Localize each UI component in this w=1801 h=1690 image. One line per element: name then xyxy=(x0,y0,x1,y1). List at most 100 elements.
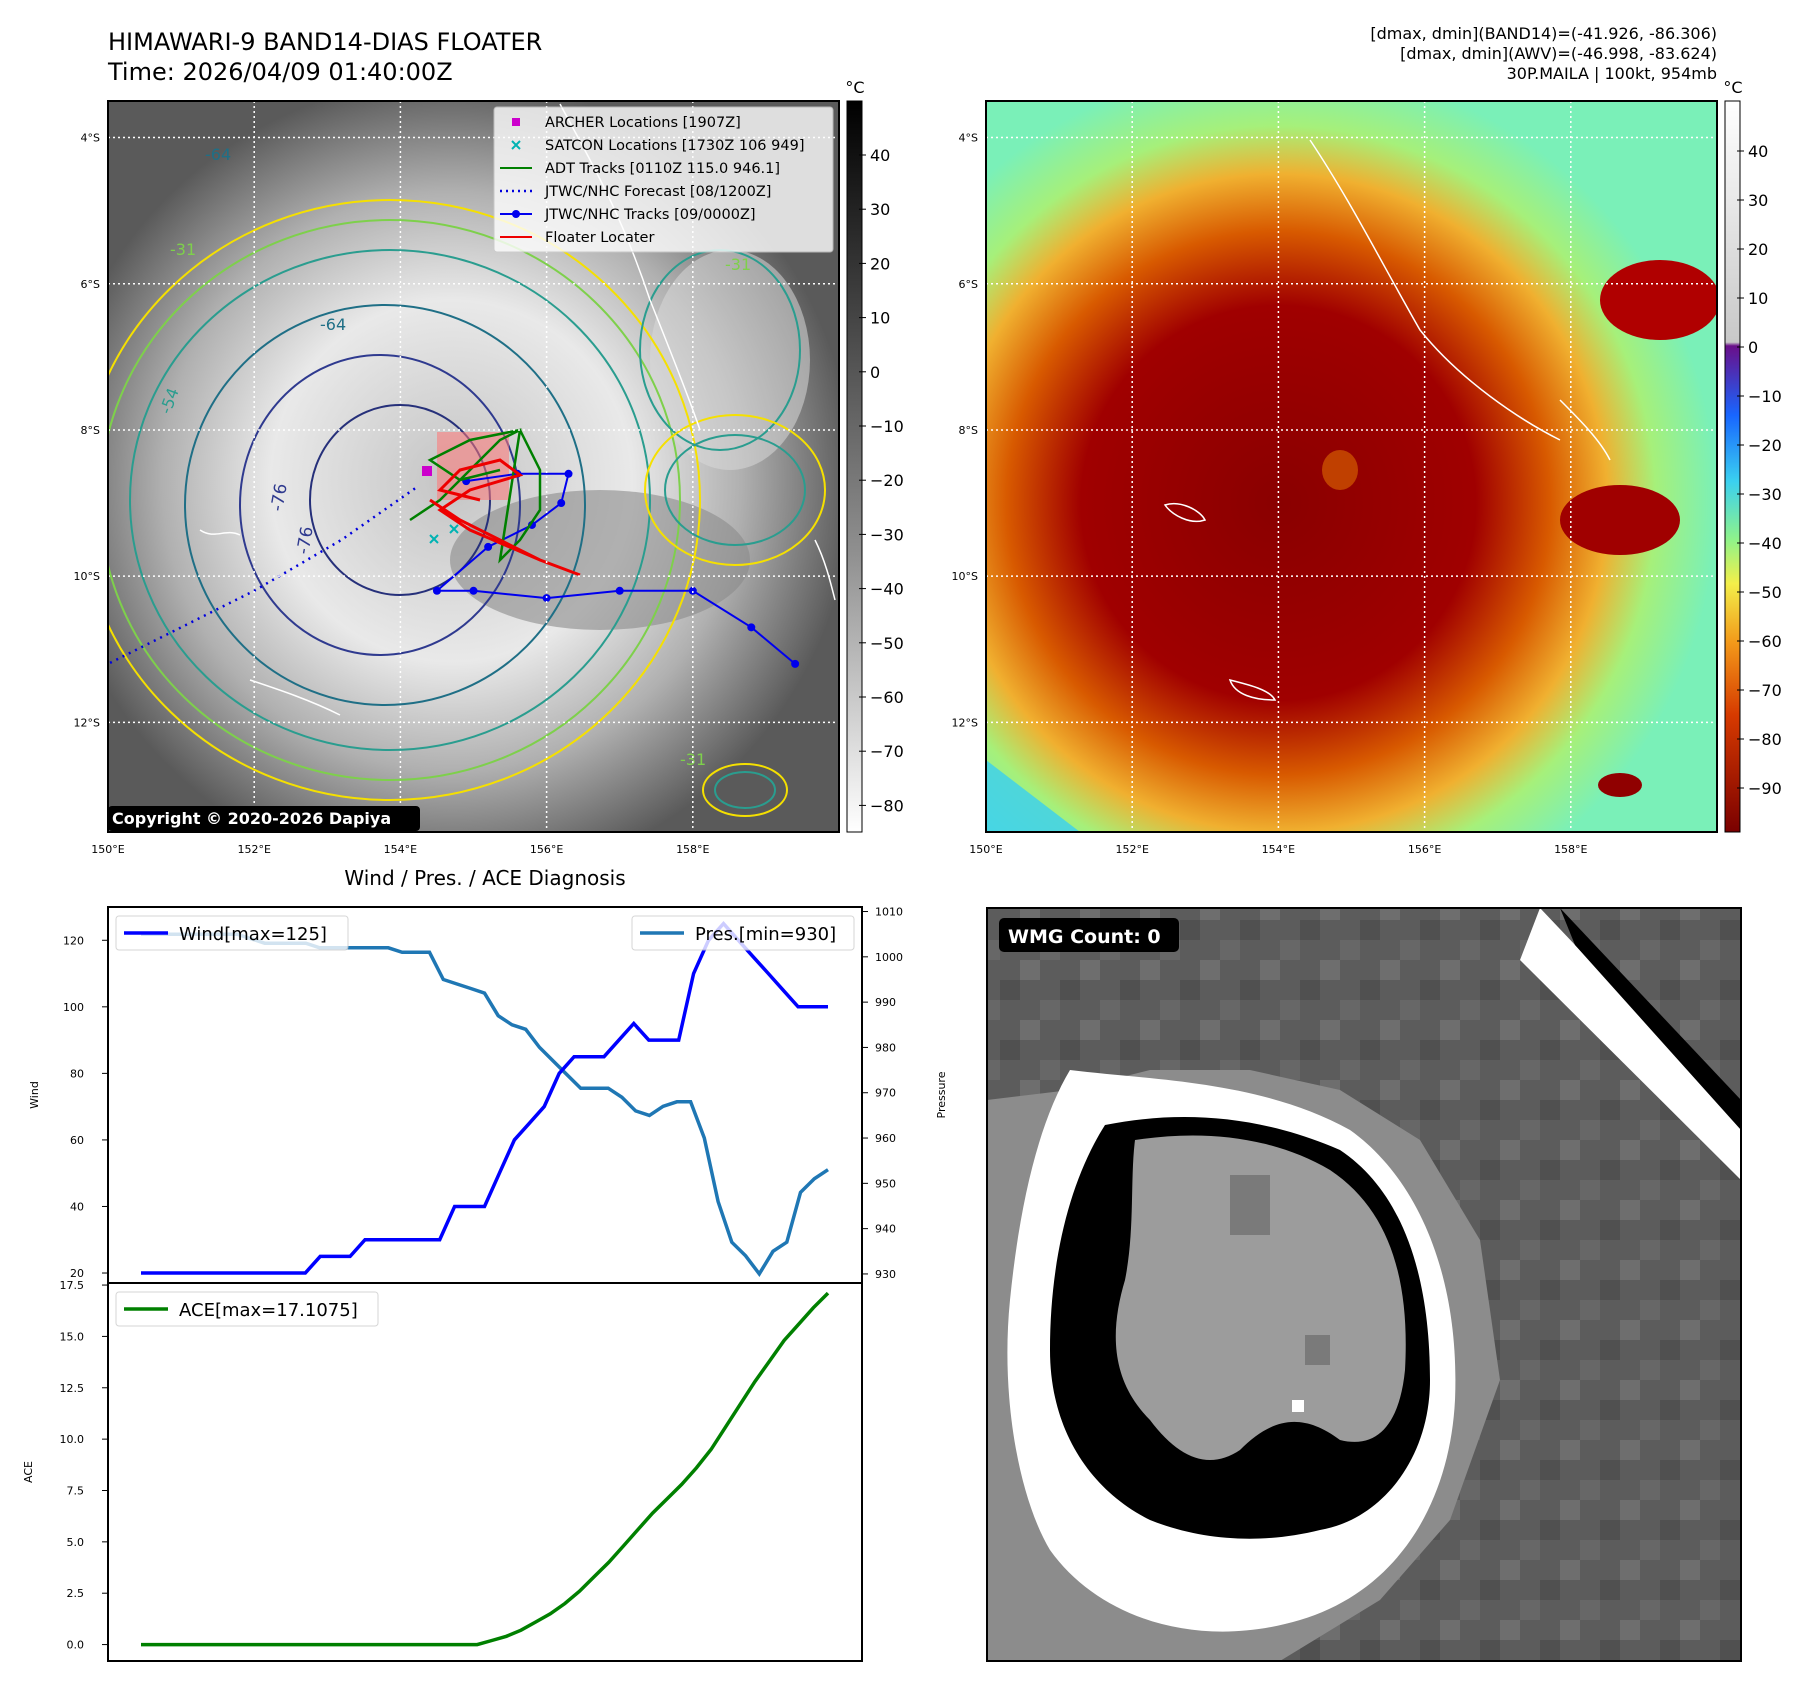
legend-label: SATCON Locations [1730Z 106 949] xyxy=(545,138,804,154)
colorbar-tick-label: −10 xyxy=(1748,387,1782,406)
legend-frame xyxy=(493,106,834,253)
stats-line-2: [dmax, dmin](AWV)=(-46.998, -83.624) xyxy=(1400,44,1717,63)
pressure-axis-label: Pressure xyxy=(935,1071,948,1118)
eir-cell xyxy=(1560,485,1680,555)
colorbar-tick-label: 10 xyxy=(1748,289,1768,308)
stats-line-1: [dmax, dmin](BAND14)=(-41.926, -86.306) xyxy=(1370,24,1717,43)
jtwc-track-point xyxy=(484,542,493,551)
wind-tick-label: 40 xyxy=(70,1200,84,1213)
pressure-tick-label: 930 xyxy=(875,1268,896,1281)
coastline xyxy=(814,539,836,601)
wind-tick-label: 120 xyxy=(63,934,84,947)
contour-ring xyxy=(714,771,776,809)
coastline xyxy=(249,679,341,716)
wmg-core-cell xyxy=(1230,1175,1270,1235)
contour-ring xyxy=(108,199,701,801)
lat-tick-label: 8°S xyxy=(81,424,100,437)
eir-eye xyxy=(1322,450,1358,490)
contour-label: -76 xyxy=(267,482,292,513)
diagnosis-title: Wind / Pres. / ACE Diagnosis xyxy=(344,866,625,890)
map-legend: ARCHER Locations [1907Z] SATCON Locations… xyxy=(493,106,834,253)
ir-colorbar-ticks: 40 30 20 10 0 −10 −20 −30 −40 −50 −60 −70 −80 xyxy=(859,146,904,815)
ir-colorbar-unit: °C xyxy=(845,78,864,97)
contour-ring xyxy=(108,219,681,781)
colorbar-tick-label: −70 xyxy=(870,742,904,761)
lon-ticks: 150°E 152°E 154°E 156°E 158°E xyxy=(91,843,709,856)
wmg-count-label: WMG Count: 0 xyxy=(1008,926,1161,948)
wind-tick-label: 60 xyxy=(70,1134,84,1147)
jtwc-track-point xyxy=(469,586,478,595)
wmg-black-band xyxy=(1560,908,1741,1130)
colorbar-tick-label: −50 xyxy=(1748,583,1782,602)
colorbar-tick-label: 20 xyxy=(870,254,890,273)
figure-title: HIMAWARI-9 BAND14-DIAS FLOATER xyxy=(108,28,542,56)
floater-track xyxy=(429,458,581,577)
wind-pressure-panel: 20 40 60 80 100 120 930 940 950 960 970 980 990 1000… xyxy=(28,906,948,1284)
ace-legend-label: ACE[max=17.1075] xyxy=(179,1300,358,1321)
pressure-legend-frame xyxy=(631,915,855,951)
lat-tick-label: 4°S xyxy=(959,132,978,145)
wmg-label-box xyxy=(999,918,1179,952)
lat-tick-label: 6°S xyxy=(959,278,978,291)
contour-ring xyxy=(664,434,806,546)
coastline xyxy=(1163,503,1207,522)
wmg-panel: WMG Count: 0 xyxy=(986,907,1742,1662)
colorbar-tick-label: −40 xyxy=(1748,534,1782,553)
colorbar-tick-label: −60 xyxy=(870,688,904,707)
colorbar-tick-label: −80 xyxy=(870,796,904,815)
contour-ring xyxy=(184,304,586,706)
colorbar-tick-label: 0 xyxy=(1748,338,1758,357)
colorbar-tick-label: −50 xyxy=(870,634,904,653)
lat-tick-label: 10°S xyxy=(74,570,100,583)
eir-cell xyxy=(1600,260,1717,340)
wind-axis-label: Wind xyxy=(28,1081,41,1109)
lon-tick-label: 152°E xyxy=(1115,843,1148,856)
ace-legend: ACE[max=17.1075] xyxy=(115,1291,379,1327)
wmg-frame xyxy=(986,907,1742,1662)
colorbar-tick-label: 0 xyxy=(870,363,880,382)
lon-tick-label: 154°E xyxy=(1262,843,1295,856)
ir-satellite-map: -76 -76 -64 -64 -54 -31 -31 -31 xyxy=(74,78,904,856)
legend-label: JTWC/NHC Tracks [09/0000Z] xyxy=(544,207,756,223)
lon-tick-label: 158°E xyxy=(676,843,709,856)
contour-label: -31 xyxy=(170,240,196,259)
legend-swatch xyxy=(512,118,520,126)
wmg-core-cell xyxy=(1305,1335,1330,1365)
ir-colorbar xyxy=(846,100,863,833)
colorbar-tick-label: −20 xyxy=(870,471,904,490)
wmg-inner-core xyxy=(1115,1135,1406,1460)
ace-tick-label: 10.0 xyxy=(60,1433,85,1446)
pressure-tick-label: 1010 xyxy=(875,906,903,919)
jtwc-track-points xyxy=(432,469,800,668)
colorbar-tick-label: −70 xyxy=(1748,681,1782,700)
ir-cloud-cell xyxy=(650,250,810,470)
wind-legend-label: Wind[max=125] xyxy=(179,924,327,945)
wind-tick-label: 100 xyxy=(63,1001,84,1014)
map-gridlines xyxy=(986,101,1717,832)
wind-pressure-frame xyxy=(107,906,863,1284)
lon-tick-label: 150°E xyxy=(91,843,124,856)
pressure-tick-label: 970 xyxy=(875,1087,896,1100)
lon-tick-label: 154°E xyxy=(384,843,417,856)
jtwc-track-point xyxy=(432,586,441,595)
contour-ring xyxy=(702,763,788,817)
pressure-tick-label: 940 xyxy=(875,1223,896,1236)
eir-colorbar-unit: °C xyxy=(1723,78,1742,97)
legend-swatch xyxy=(511,140,521,150)
coastline xyxy=(1559,399,1611,461)
legend-label: ARCHER Locations [1907Z] xyxy=(545,115,741,131)
colorbar-tick-label: −60 xyxy=(1748,632,1782,651)
lat-tick-label: 12°S xyxy=(74,716,100,729)
wmg-core-cell xyxy=(1292,1400,1304,1412)
ace-tick-label: 5.0 xyxy=(67,1536,85,1549)
lon-tick-label: 152°E xyxy=(237,843,270,856)
ace-legend-frame xyxy=(115,1291,379,1327)
colorbar-tick-label: 30 xyxy=(1748,191,1768,210)
ace-tick-label: 2.5 xyxy=(67,1587,85,1600)
lon-tick-label: 156°E xyxy=(1408,843,1441,856)
enhanced-ir-map: 4°S6°S8°S10°S12°S 150°E 152°E 154°E 156°E 15… xyxy=(952,78,1782,856)
pressure-tick-label: 950 xyxy=(875,1177,896,1190)
lon-ticks: 150°E 152°E 154°E 156°E 158°E xyxy=(969,843,1587,856)
eir-clear-sky xyxy=(986,760,1080,832)
